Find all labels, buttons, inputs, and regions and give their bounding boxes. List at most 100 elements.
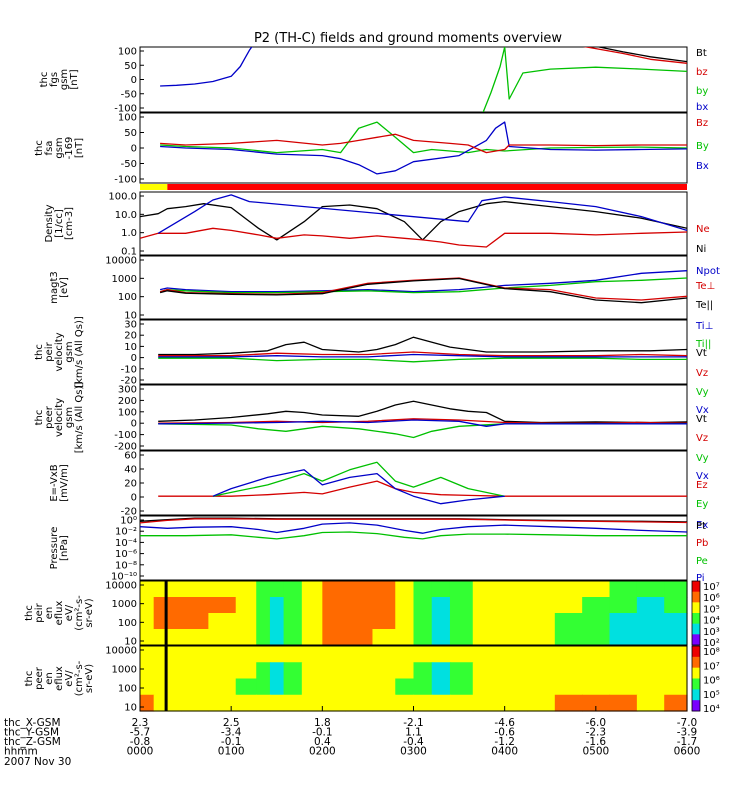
- efield-ytick-label: 60: [124, 451, 137, 462]
- xaxis-row-value: -1.6: [586, 736, 607, 748]
- peer_spec-ytick-label: 100: [118, 684, 137, 695]
- peir_spec-cell: [609, 597, 638, 614]
- peir-ytick-label: 10: [124, 342, 137, 353]
- peer_spec-cell: [345, 646, 374, 663]
- peer_spec-cell: [582, 646, 611, 663]
- peir_spec-cell: [256, 613, 271, 630]
- press-ytick-label: 10⁻²: [115, 527, 137, 538]
- peer_spec-ylabel-line: eV/: [64, 670, 75, 687]
- xaxis-row-label: thc_Z-GSM: [4, 736, 61, 748]
- peir_spec-cell: [472, 597, 501, 614]
- peer-ylabel-line: peer: [44, 405, 55, 429]
- peir_spec-cell: [322, 613, 346, 630]
- peir_spec-cell: [413, 613, 433, 630]
- peir-ylabel-line: [km/s (All Qs)]: [74, 316, 85, 388]
- peir_spec-cell: [283, 597, 303, 614]
- peer_spec-cell: [554, 694, 583, 712]
- peir_spec-cell: [269, 597, 285, 614]
- peir-ytick-label: 30: [124, 320, 137, 331]
- peer_spec-cell: [208, 662, 237, 680]
- xaxis-row-value: 0000: [127, 746, 154, 758]
- xaxis-row-value: 2.3: [132, 717, 149, 729]
- peer_spec-cell: [372, 678, 396, 696]
- peer_spec-cell: [500, 694, 529, 712]
- temp-legend-label: Ti⊥: [695, 321, 713, 332]
- peir_spec-cell: [609, 629, 638, 646]
- peer_spec-ylabel-line: peer: [34, 666, 45, 690]
- fgs-ylabel-line: [nT]: [69, 69, 80, 89]
- peir_spec-cell: [140, 629, 155, 646]
- efield-panel-frame: [139, 450, 688, 516]
- peer_spec-cell: [283, 662, 303, 680]
- peer_spec-cell: [345, 694, 374, 712]
- chart-title: P2 (TH-C) fields and ground moments over…: [254, 31, 562, 46]
- peer_spec-cell: [500, 678, 529, 696]
- dens-series-line: [140, 227, 687, 248]
- peer_spec-cell: [395, 646, 415, 663]
- dens-ylabel-line: [cm-3]: [64, 207, 75, 240]
- peir-series-line: [158, 336, 687, 356]
- press-series-line: [140, 518, 687, 524]
- peir_spec-cell: [554, 581, 583, 598]
- peir_spec-cell: [554, 629, 583, 646]
- peir_spec-cell: [301, 581, 323, 598]
- peer_spec-cell: [500, 662, 529, 680]
- peer_spec-cell: [140, 662, 155, 680]
- temp-ytick-label: 10: [124, 311, 137, 322]
- peir_spec-colorbar-tick: 10⁴: [703, 616, 720, 627]
- fsa-series-line: [160, 121, 687, 175]
- peer_spec-cell: [256, 678, 271, 696]
- peir_spec-cell: [153, 597, 182, 614]
- peir_spec-cell: [345, 581, 374, 598]
- press-legend-label: Pe: [696, 556, 708, 567]
- peer_spec-cell: [395, 678, 415, 696]
- xaxis-row-value: -1.2: [494, 736, 515, 748]
- peir_spec-cell: [664, 581, 688, 598]
- peir_spec-cell: [395, 597, 415, 614]
- peir_spec-cell: [235, 613, 257, 630]
- date-label: 2007 Nov 30: [4, 756, 71, 768]
- xaxis-row-label: thc_X-GSM: [4, 717, 61, 729]
- peir_spec-cell: [449, 581, 474, 598]
- fsa-ylabel-line: gsm: [54, 137, 65, 158]
- fgs-series-line: [582, 47, 687, 64]
- peir_spec-cell: [431, 597, 451, 614]
- peir_spec-cell: [500, 613, 529, 630]
- dens-ylabel-line: [1/cc]: [54, 209, 65, 238]
- efield-ylabel-line: [mV/m]: [59, 464, 70, 502]
- peir_spec-cell: [235, 581, 257, 598]
- fgs-ylabel-line: fgs: [49, 72, 60, 87]
- temp-legend-label: Te||: [695, 300, 713, 311]
- efield-ytick-label: 0: [131, 493, 137, 504]
- peir_spec-colorbar-segment: [692, 623, 700, 635]
- peer-series-line: [158, 418, 687, 424]
- peir_spec-cell: [372, 597, 396, 614]
- peir_spec-cell: [256, 597, 271, 614]
- peer_spec-cell: [269, 678, 285, 696]
- peer_spec-ytick-label: 10: [124, 703, 137, 714]
- peer-ylabel-line: gsm: [64, 407, 75, 428]
- peir_spec-colorbar-frame: [691, 580, 701, 646]
- peir_spec-cell: [153, 629, 182, 646]
- peir_spec-cell: [140, 613, 155, 630]
- peir_spec-colorbar-segment: [692, 581, 700, 593]
- peer_spec-colorbar-tick: 10⁴: [703, 704, 720, 715]
- peer_spec-cell: [256, 662, 271, 680]
- peer-ytick-label: -200: [114, 442, 137, 453]
- peer_spec-cell: [609, 646, 638, 663]
- peir_spec-cell: [345, 613, 374, 630]
- peer_spec-cell: [582, 694, 611, 712]
- peer-panel-frame: [139, 384, 688, 451]
- peir-series-line: [158, 357, 687, 363]
- peer_spec-cell: [153, 694, 182, 712]
- fsa-series-line: [160, 121, 687, 154]
- peer_spec-cell: [636, 662, 665, 680]
- peer_spec-cell: [372, 662, 396, 680]
- fsa-ytick-label: -100: [114, 175, 137, 186]
- peer_spec-cell: [636, 678, 665, 696]
- xaxis-row-value: -2.1: [403, 717, 424, 729]
- fgs-legend-label: by: [696, 86, 708, 97]
- peer-ytick-label: 0: [131, 419, 137, 430]
- peir_spec-ytick-label: 1000: [112, 599, 137, 610]
- xaxis-row-value: 2.5: [223, 717, 240, 729]
